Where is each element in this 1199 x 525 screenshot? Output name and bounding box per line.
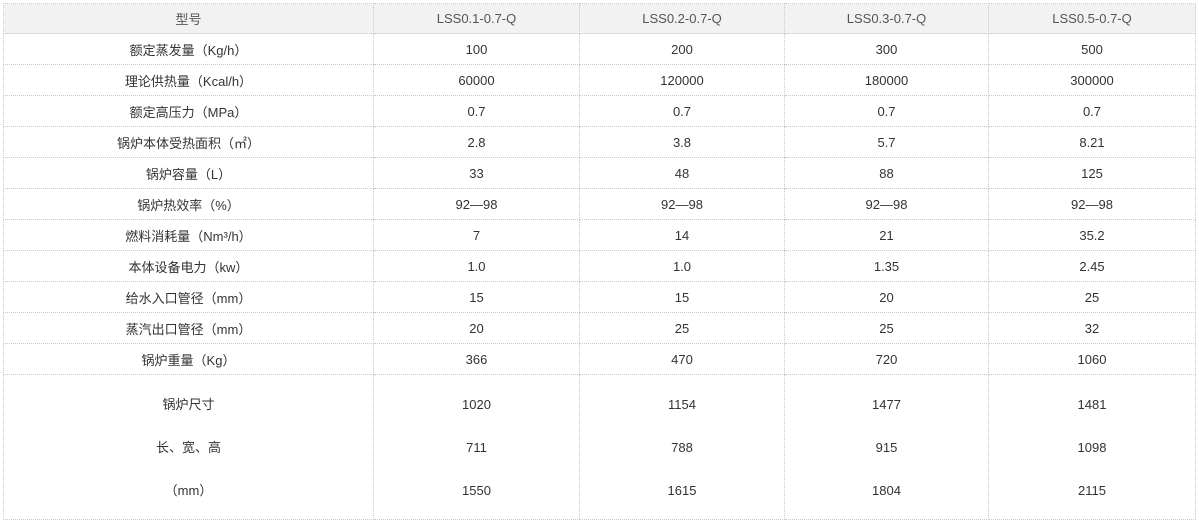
table-row: 蒸汽出口管径（mm） 20 25 25 32 bbox=[3, 312, 1196, 344]
table-row: 锅炉容量（L） 33 48 88 125 bbox=[3, 157, 1196, 189]
value-cell: 21 bbox=[784, 219, 989, 251]
row-label: 额定高压力（MPa） bbox=[3, 95, 374, 127]
value-cell: 300000 bbox=[988, 64, 1196, 96]
row-label: 锅炉热效率（%） bbox=[3, 188, 374, 220]
model-header: LSS0.5-0.7-Q bbox=[988, 3, 1196, 34]
value-cell: 7 bbox=[373, 219, 580, 251]
value-cell: 88 bbox=[784, 157, 989, 189]
table-row: 锅炉热效率（%） 92—98 92—98 92—98 92—98 bbox=[3, 188, 1196, 220]
dimension-line: 788 bbox=[671, 439, 693, 455]
model-header: LSS0.1-0.7-Q bbox=[373, 3, 580, 34]
dimension-line: 1550 bbox=[462, 482, 491, 498]
row-label: 锅炉尺寸长、宽、高 （mm） bbox=[3, 374, 374, 520]
value-cell: 1477 915 1804 bbox=[784, 374, 989, 520]
value-cell: 3.8 bbox=[579, 126, 785, 158]
value-cell: 0.7 bbox=[579, 95, 785, 127]
value-cell: 25 bbox=[988, 281, 1196, 313]
row-label: 理论供热量（Kcal/h） bbox=[3, 64, 374, 96]
value-cell: 92—98 bbox=[373, 188, 580, 220]
value-cell: 25 bbox=[579, 312, 785, 344]
dimension-line: 1615 bbox=[667, 482, 697, 498]
dimension-line: 1098 bbox=[1077, 439, 1107, 455]
table-row: 锅炉本体受热面积（㎡） 2.8 3.8 5.7 8.21 bbox=[3, 126, 1196, 158]
value-cell: 15 bbox=[579, 281, 785, 313]
value-cell: 0.7 bbox=[988, 95, 1196, 127]
value-cell: 92—98 bbox=[784, 188, 989, 220]
row-label: 锅炉本体受热面积（㎡） bbox=[3, 126, 374, 158]
row-label: 本体设备电力（kw） bbox=[3, 250, 374, 282]
value-cell: 8.21 bbox=[988, 126, 1196, 158]
value-cell: 15 bbox=[373, 281, 580, 313]
value-cell: 32 bbox=[988, 312, 1196, 344]
dimension-line: 1020 bbox=[462, 396, 491, 412]
value-cell: 25 bbox=[784, 312, 989, 344]
row-label: 锅炉容量（L） bbox=[3, 157, 374, 189]
value-cell: 300 bbox=[784, 33, 989, 65]
value-cell: 500 bbox=[988, 33, 1196, 65]
value-cell: 180000 bbox=[784, 64, 989, 96]
value-cell: 2.45 bbox=[988, 250, 1196, 282]
value-cell: 366 bbox=[373, 343, 580, 375]
value-cell: 125 bbox=[988, 157, 1196, 189]
value-cell: 100 bbox=[373, 33, 580, 65]
table-row: 给水入口管径（mm） 15 15 20 25 bbox=[3, 281, 1196, 313]
value-cell: 92—98 bbox=[988, 188, 1196, 220]
table-row: 燃料消耗量（Nm³/h） 7 14 21 35.2 bbox=[3, 219, 1196, 251]
value-cell: 5.7 bbox=[784, 126, 989, 158]
value-cell: 1154 788 1615 bbox=[579, 374, 785, 520]
model-header: LSS0.3-0.7-Q bbox=[784, 3, 989, 34]
row-label: 给水入口管径（mm） bbox=[3, 281, 374, 313]
value-cell: 120000 bbox=[579, 64, 785, 96]
value-cell: 1.0 bbox=[579, 250, 785, 282]
dimension-line: 915 bbox=[875, 439, 898, 455]
value-cell: 20 bbox=[784, 281, 989, 313]
row-label: 额定蒸发量（Kg/h） bbox=[3, 33, 374, 65]
value-cell: 60000 bbox=[373, 64, 580, 96]
value-cell: 1481 1098 2115 bbox=[988, 374, 1196, 520]
dimension-line: 1477 bbox=[872, 396, 901, 412]
value-cell: 48 bbox=[579, 157, 785, 189]
row-label: 蒸汽出口管径（mm） bbox=[3, 312, 374, 344]
table-row: 额定蒸发量（Kg/h） 100 200 300 500 bbox=[3, 33, 1196, 65]
dimension-line: （mm） bbox=[164, 482, 213, 498]
value-cell: 92—98 bbox=[579, 188, 785, 220]
header-row: 型号 LSS0.1-0.7-Q LSS0.2-0.7-Q LSS0.3-0.7-Q LS… bbox=[3, 3, 1196, 34]
row-label: 锅炉重量（Kg） bbox=[3, 343, 374, 375]
row-label: 燃料消耗量（Nm³/h） bbox=[3, 219, 374, 251]
value-cell: 35.2 bbox=[988, 219, 1196, 251]
table-row: 理论供热量（Kcal/h） 60000 120000 180000 300000 bbox=[3, 64, 1196, 96]
value-cell: 200 bbox=[579, 33, 785, 65]
table-row: 额定高压力（MPa） 0.7 0.7 0.7 0.7 bbox=[3, 95, 1196, 127]
table-row: 锅炉重量（Kg） 366 470 720 1060 bbox=[3, 343, 1196, 375]
value-cell: 14 bbox=[579, 219, 785, 251]
spec-table: 型号 LSS0.1-0.7-Q LSS0.2-0.7-Q LSS0.3-0.7-Q LS… bbox=[3, 3, 1196, 520]
value-cell: 1.0 bbox=[373, 250, 580, 282]
dimensions-row: 锅炉尺寸长、宽、高 （mm） 1020 711 1550 1154 788 1615 1477 9… bbox=[3, 374, 1196, 520]
label-header: 型号 bbox=[3, 3, 374, 34]
dimension-line: 1154 bbox=[668, 396, 696, 412]
value-cell: 0.7 bbox=[373, 95, 580, 127]
dimension-line: 2115 bbox=[1078, 482, 1106, 498]
value-cell: 1060 bbox=[988, 343, 1196, 375]
table-row: 本体设备电力（kw） 1.0 1.0 1.35 2.45 bbox=[3, 250, 1196, 282]
value-cell: 0.7 bbox=[784, 95, 989, 127]
value-cell: 720 bbox=[784, 343, 989, 375]
dimension-line: 锅炉尺寸 bbox=[162, 396, 215, 412]
dimension-line: 长、宽、高 bbox=[155, 439, 221, 455]
value-cell: 20 bbox=[373, 312, 580, 344]
model-header: LSS0.2-0.7-Q bbox=[579, 3, 785, 34]
value-cell: 470 bbox=[579, 343, 785, 375]
value-cell: 33 bbox=[373, 157, 580, 189]
dimension-line: 1481 bbox=[1077, 396, 1107, 412]
value-cell: 2.8 bbox=[373, 126, 580, 158]
dimension-line: 711 bbox=[466, 439, 487, 455]
value-cell: 1.35 bbox=[784, 250, 989, 282]
value-cell: 1020 711 1550 bbox=[373, 374, 580, 520]
dimension-line: 1804 bbox=[872, 482, 901, 498]
